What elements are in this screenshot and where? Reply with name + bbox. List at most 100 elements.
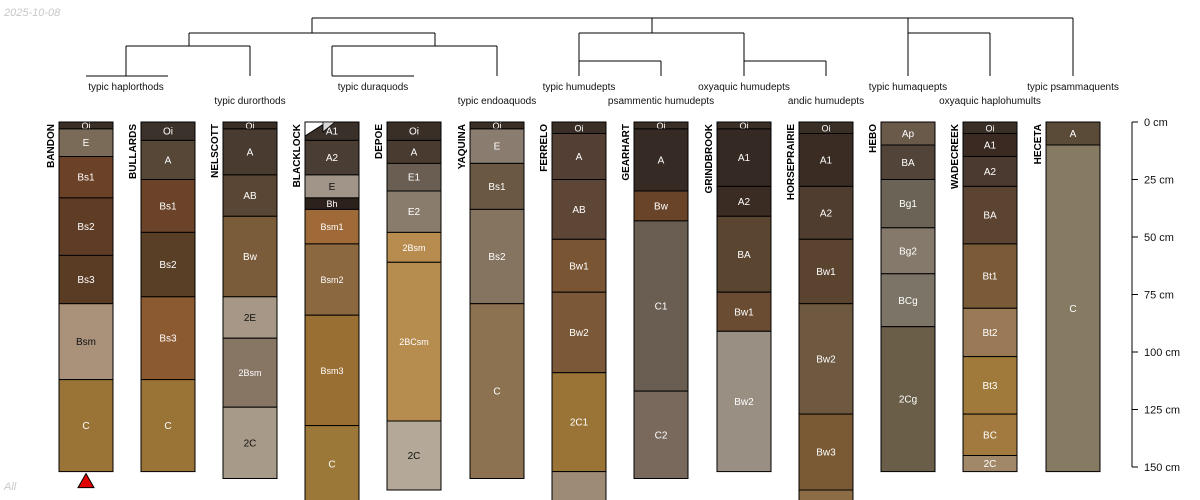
profile-name: HECETA bbox=[1033, 124, 1044, 164]
horizon-label: Bs3 bbox=[77, 275, 95, 286]
depth-tick-label: 25 cm bbox=[1144, 175, 1174, 187]
profile-grindbrook: GRINDBROOK Oi A1 A2 BA Bw1 Bw2 bbox=[704, 121, 772, 473]
horizon-block bbox=[58, 303, 114, 381]
horizon-block bbox=[58, 156, 114, 199]
horizon-block bbox=[469, 303, 525, 480]
profile-nelscott: NELSCOTT Oi A AB Bw 2E 2Bsm 2C bbox=[210, 121, 278, 480]
profile-horseprairie: HORSEPRAIRIE Oi A1 A2 Bw1 Bw2 Bw3 bbox=[786, 121, 854, 500]
horizon-label: Oi bbox=[740, 121, 749, 131]
horizon-label: A1 bbox=[326, 127, 339, 138]
horizon-block bbox=[551, 372, 607, 473]
horizon-block bbox=[798, 238, 854, 305]
horizon-label: Oi bbox=[163, 127, 173, 138]
horizon-block bbox=[880, 326, 936, 473]
horizon-label: Bs3 bbox=[159, 334, 177, 345]
horizon-label: A bbox=[576, 152, 583, 163]
horizon-block bbox=[386, 162, 442, 192]
footer-label: All bbox=[4, 481, 17, 493]
horizon-label: Bw1 bbox=[734, 307, 754, 318]
horizon-label: C2 bbox=[655, 430, 668, 441]
horizon-label: 2Cg bbox=[899, 395, 917, 406]
taxon-label: psammentic humudepts bbox=[608, 96, 714, 107]
depth-tick-label: 125 cm bbox=[1144, 405, 1180, 417]
profile-name: BULLARDS bbox=[128, 124, 139, 179]
horizon-label: Bh bbox=[326, 199, 337, 209]
horizon-block bbox=[880, 179, 936, 229]
profile-name: WADECREEK bbox=[950, 123, 961, 189]
horizon-block bbox=[304, 425, 360, 500]
horizon-block bbox=[469, 208, 525, 305]
horizon-block bbox=[962, 243, 1018, 309]
profile-bandon: BANDON Oi E Bs1 Bs2 Bs3 Bsm C bbox=[46, 121, 114, 489]
taxon-label: typic humaquepts bbox=[869, 82, 947, 93]
horizon-label: Bw1 bbox=[816, 267, 836, 278]
horizon-label: AB bbox=[243, 191, 257, 202]
horizon-label: Oi bbox=[575, 123, 584, 133]
horizon-label: A bbox=[165, 155, 172, 166]
horizon-label: Bw2 bbox=[734, 397, 754, 408]
horizon-block bbox=[140, 231, 196, 298]
horizon-block bbox=[798, 413, 854, 491]
horizon-label: Bw bbox=[243, 252, 258, 263]
horizon-label: Bsm bbox=[76, 337, 96, 348]
horizon-block bbox=[551, 291, 607, 374]
depth-tick-label: 150 cm bbox=[1144, 462, 1180, 474]
horizon-label: A2 bbox=[738, 197, 751, 208]
horizon-label: Bt1 bbox=[982, 272, 997, 283]
horizon-block bbox=[633, 390, 689, 480]
horizon-label: A bbox=[247, 147, 254, 158]
horizon-label: Bw3 bbox=[816, 448, 836, 459]
taxon-label: typic psammaquents bbox=[1027, 82, 1119, 93]
horizon-block bbox=[716, 330, 772, 473]
horizon-block bbox=[58, 379, 114, 473]
horizon-label: Bw2 bbox=[569, 328, 589, 339]
horizon-block bbox=[304, 314, 360, 427]
horizon-block bbox=[880, 227, 936, 275]
horizon-block bbox=[304, 208, 360, 245]
horizon-label: A bbox=[411, 147, 418, 158]
horizon-label: Bt3 bbox=[982, 381, 997, 392]
taxon-label: typic durorthods bbox=[214, 96, 285, 107]
horizon-label: Bsm2 bbox=[320, 275, 343, 285]
horizon-label: 2E bbox=[244, 313, 257, 324]
organic-layer-wedge bbox=[322, 121, 337, 133]
profile-name: DEPOE bbox=[374, 124, 385, 159]
horizon-label: A2 bbox=[984, 167, 997, 178]
horizon-label: 2C bbox=[984, 459, 997, 470]
horizon-label: 2Bsm bbox=[238, 368, 261, 378]
profile-name: NELSCOTT bbox=[210, 124, 221, 178]
profile-yaquina: YAQUINA Oi E Bs1 Bs2 C bbox=[457, 121, 525, 480]
taxon-labels: typic haplorthods typic durorthods typic d… bbox=[88, 82, 1119, 107]
horizon-block bbox=[798, 489, 854, 500]
horizon-label: Oi bbox=[493, 121, 502, 131]
horizon-label: Bw bbox=[654, 201, 669, 212]
horizon-label: Bt2 bbox=[982, 328, 997, 339]
horizon-block bbox=[551, 133, 607, 180]
taxon-label: oxyaquic haplohumults bbox=[939, 96, 1041, 107]
horizon-label: 2BCsm bbox=[399, 337, 429, 347]
horizon-block bbox=[962, 356, 1018, 415]
horizon-block bbox=[716, 291, 772, 332]
horizon-block bbox=[386, 231, 442, 263]
profile-blacklock: BLACKLOCK A1 A2 E Bh Bsm1 Bsm2 Bsm3 C bbox=[292, 121, 360, 500]
horizon-block bbox=[716, 128, 772, 187]
horizon-block bbox=[962, 413, 1018, 457]
horizon-block bbox=[798, 133, 854, 187]
depth-tick-label: 100 cm bbox=[1144, 347, 1180, 359]
horizon-label: A2 bbox=[820, 208, 833, 219]
horizon-block bbox=[222, 406, 278, 480]
taxon-label: typic duraquods bbox=[338, 82, 409, 93]
horizon-label: E bbox=[329, 182, 336, 193]
horizon-label: BA bbox=[983, 211, 997, 222]
horizon-label: Bs1 bbox=[488, 182, 506, 193]
profile-heceta: HECETA A C bbox=[1033, 121, 1101, 473]
horizon-block bbox=[222, 337, 278, 408]
horizon-block bbox=[962, 307, 1018, 358]
horizon-label: Bsm1 bbox=[320, 222, 343, 232]
horizon-block bbox=[1045, 144, 1101, 473]
profile-name: BANDON bbox=[46, 124, 57, 168]
profile-wadecreek: WADECREEK Oi A1 A2 BA Bt1 Bt2 Bt3 BC 2C bbox=[950, 121, 1018, 473]
horizon-label: Oi bbox=[986, 123, 995, 133]
horizon-block bbox=[222, 128, 278, 176]
